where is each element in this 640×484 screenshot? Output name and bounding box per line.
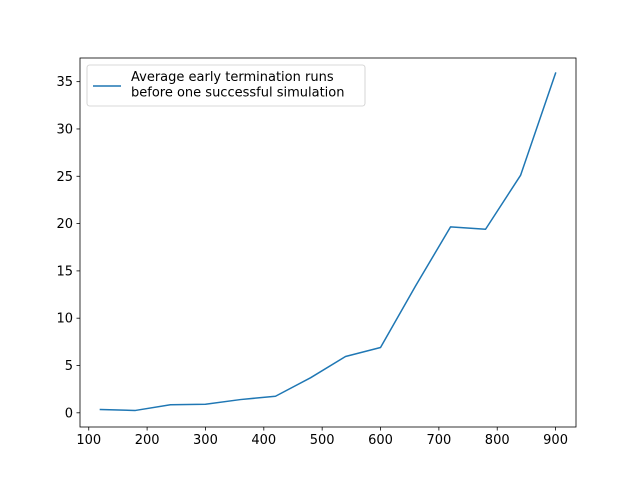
y-tick-label: 5 bbox=[65, 359, 73, 374]
y-tick-label: 35 bbox=[56, 75, 73, 90]
legend-label-line: before one successful simulation bbox=[131, 86, 344, 101]
x-tick-label: 300 bbox=[193, 433, 218, 448]
x-tick-label: 900 bbox=[543, 433, 568, 448]
y-tick-label: 30 bbox=[56, 122, 73, 137]
x-tick-label: 600 bbox=[368, 433, 393, 448]
x-tick-label: 500 bbox=[310, 433, 335, 448]
legend-label-line: Average early termination runs bbox=[131, 70, 334, 85]
y-tick-label: 10 bbox=[56, 312, 73, 327]
x-tick-label: 100 bbox=[76, 433, 101, 448]
x-tick-label: 700 bbox=[426, 433, 451, 448]
y-tick-label: 15 bbox=[56, 264, 73, 279]
y-tick-label: 25 bbox=[56, 170, 73, 185]
y-tick-label: 0 bbox=[65, 406, 73, 421]
x-tick-label: 400 bbox=[251, 433, 276, 448]
x-tick-label: 200 bbox=[135, 433, 160, 448]
y-tick-label: 20 bbox=[56, 217, 73, 232]
x-tick-label: 800 bbox=[485, 433, 510, 448]
